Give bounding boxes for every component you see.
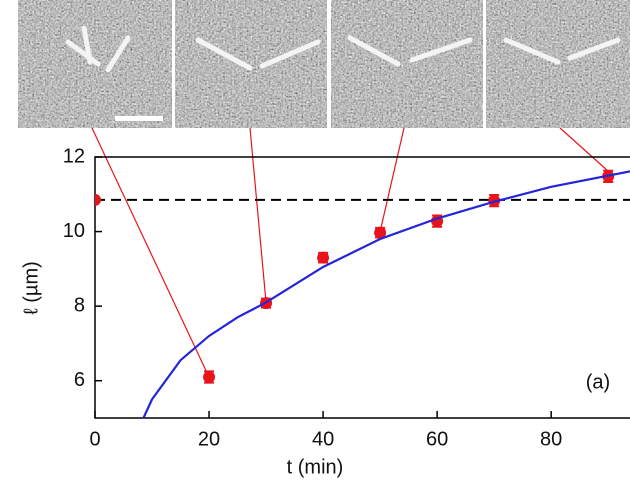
micrograph — [175, 0, 327, 128]
data-point — [95, 193, 101, 206]
plot-area — [95, 169, 630, 418]
data-point — [374, 226, 387, 239]
y-tick-label: 12 — [63, 145, 85, 167]
y-tick-label: 8 — [74, 294, 85, 316]
y-tick-label: 10 — [63, 220, 85, 242]
micrograph — [331, 0, 483, 128]
x-axis-title: t (min) — [287, 456, 344, 478]
panel-label: (a) — [586, 371, 610, 393]
filaments — [65, 25, 621, 73]
y-tick-label: 6 — [74, 369, 85, 391]
fit-curve — [142, 170, 630, 418]
data-point — [203, 370, 216, 383]
scale-bar — [115, 116, 163, 121]
micrographs — [18, 0, 630, 128]
x-tick-label: 80 — [540, 428, 562, 450]
plot-frame — [94, 156, 630, 419]
y-axis-title: ℓ (µm) — [20, 261, 42, 315]
x-tick-label: 0 — [89, 428, 100, 450]
x-tick-label: 60 — [426, 428, 448, 450]
x-tick-label: 40 — [312, 428, 334, 450]
x-tick-label: 20 — [198, 428, 220, 450]
data-point — [317, 251, 330, 264]
connectors — [91, 127, 609, 378]
